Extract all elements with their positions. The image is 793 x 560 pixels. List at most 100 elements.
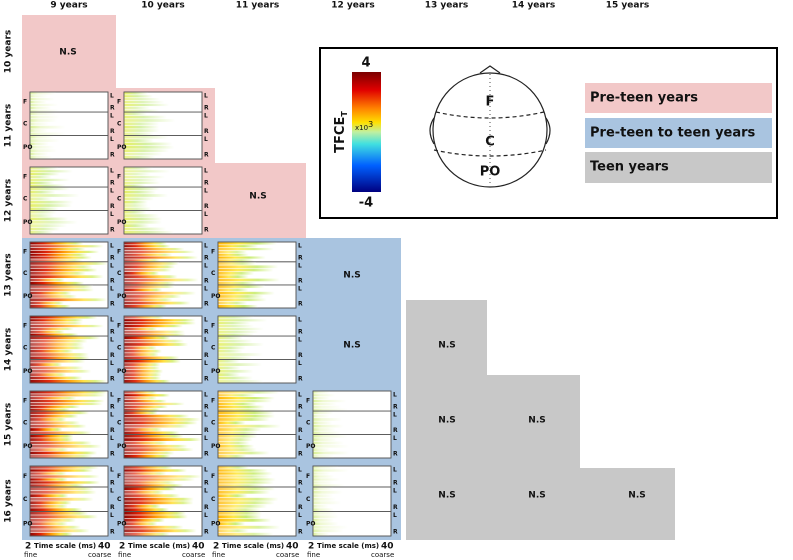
- heatmap-stripe: [30, 245, 104, 248]
- heatmap-stripe: [124, 327, 158, 331]
- x-axis-label: Time scale (ms): [34, 542, 96, 550]
- heatmap-stripe: [218, 298, 267, 302]
- heatmap-stripe: [124, 119, 176, 122]
- heatmap-stripe: [313, 444, 350, 448]
- row-header: 11 years: [4, 104, 14, 148]
- heatmap-stripe: [30, 214, 55, 217]
- heatmap-stripe: [218, 305, 258, 308]
- region-label: C: [23, 120, 28, 127]
- heatmap-stripe: [124, 336, 171, 340]
- heatmap-stripe: [30, 125, 66, 129]
- heatmap-stripe: [30, 184, 66, 187]
- not-significant-label: N.S: [343, 271, 360, 281]
- region-label: PO: [211, 520, 221, 527]
- hemisphere-label: L: [204, 488, 208, 495]
- head-diagram: [429, 65, 551, 188]
- hemisphere-label: L: [110, 211, 114, 218]
- heatmap-stripe: [124, 281, 176, 285]
- hemisphere-label: R: [298, 529, 303, 536]
- hemisphere-label: L: [204, 113, 208, 120]
- heatmap-stripe: [313, 402, 337, 406]
- hemisphere-label: L: [204, 211, 208, 218]
- heatmap-stripe: [124, 288, 163, 292]
- column-header: 12 years: [331, 1, 375, 11]
- hemisphere-label: L: [204, 412, 208, 419]
- region-box: [29, 284, 109, 309]
- region-box: [312, 511, 392, 537]
- heatmap-stripe: [218, 478, 276, 481]
- region-box: [29, 511, 109, 537]
- hemisphere-label: R: [110, 301, 115, 308]
- heatmap-stripe: [124, 259, 161, 262]
- heatmap-stripe: [30, 339, 88, 343]
- heatmap-stripe: [124, 170, 171, 173]
- heatmap-stripe: [30, 217, 69, 221]
- hemisphere-label: L: [204, 243, 208, 250]
- heatmap-stripe: [124, 469, 187, 472]
- heatmap-stripe: [30, 327, 74, 331]
- hemisphere-label: L: [204, 136, 208, 143]
- heatmap-stripe: [30, 298, 108, 302]
- heatmap-stripe: [313, 487, 334, 491]
- hemisphere-label: R: [110, 376, 115, 383]
- heatmap-stripe: [218, 438, 253, 441]
- region-label: PO: [117, 219, 127, 226]
- row-header: 16 years: [4, 479, 14, 523]
- heatmap-stripe: [30, 173, 60, 176]
- heatmap-stripe: [30, 330, 65, 333]
- heatmap-stripe: [313, 397, 330, 400]
- heatmap-stripe: [124, 424, 190, 428]
- heatmap-stripe: [218, 379, 264, 383]
- heatmap-stripe: [30, 490, 97, 494]
- region-label: F: [117, 174, 121, 181]
- region-label: C: [117, 195, 122, 202]
- hemisphere-label: R: [204, 301, 209, 308]
- group-label: Teen years: [590, 160, 669, 175]
- heatmap-stripe: [124, 508, 170, 512]
- heatmap-stripe: [124, 448, 194, 451]
- heatmap-stripe: [30, 522, 68, 526]
- hemisphere-label: L: [393, 512, 397, 519]
- not-significant-label: N.S: [528, 491, 545, 501]
- hemisphere-label: L: [204, 435, 208, 442]
- heatmap-stripe: [218, 532, 274, 536]
- region-label: PO: [117, 293, 127, 300]
- region-label: F: [306, 398, 310, 405]
- region-label: PO: [23, 443, 33, 450]
- hemisphere-label: L: [110, 168, 114, 175]
- region-box: [29, 359, 109, 384]
- column-header: 10 years: [141, 1, 185, 11]
- hemisphere-label: R: [110, 352, 115, 359]
- heatmap-stripe: [124, 142, 173, 146]
- hemisphere-label: R: [110, 152, 115, 159]
- heatmap-stripe: [124, 379, 171, 383]
- not-significant-label: N.S: [628, 491, 645, 501]
- region-label: F: [211, 473, 215, 480]
- colorbar-max: 4: [361, 56, 370, 71]
- hemisphere-label: L: [298, 360, 302, 367]
- heatmap-stripe: [124, 100, 165, 104]
- heatmap-stripe: [124, 421, 198, 425]
- hemisphere-label: R: [204, 277, 209, 284]
- heatmap-stripe: [30, 475, 100, 478]
- region-box: [29, 210, 109, 235]
- heatmap-stripe: [124, 444, 188, 448]
- hemisphere-label: R: [204, 352, 209, 359]
- heatmap-stripe: [218, 319, 268, 322]
- heatmap-stripe: [30, 139, 60, 142]
- heatmap-stripe: [30, 224, 67, 227]
- heatmap-stripe: [218, 373, 240, 376]
- hemisphere-label: R: [204, 529, 209, 536]
- heatmap-stripe: [124, 245, 171, 248]
- hemisphere-label: L: [110, 392, 114, 399]
- heatmap-stripe: [30, 373, 67, 376]
- heatmap-stripe: [218, 268, 274, 272]
- heatmap-stripe: [313, 472, 331, 475]
- heatmap-stripe: [218, 424, 281, 428]
- x-axis-end: 40: [192, 542, 205, 552]
